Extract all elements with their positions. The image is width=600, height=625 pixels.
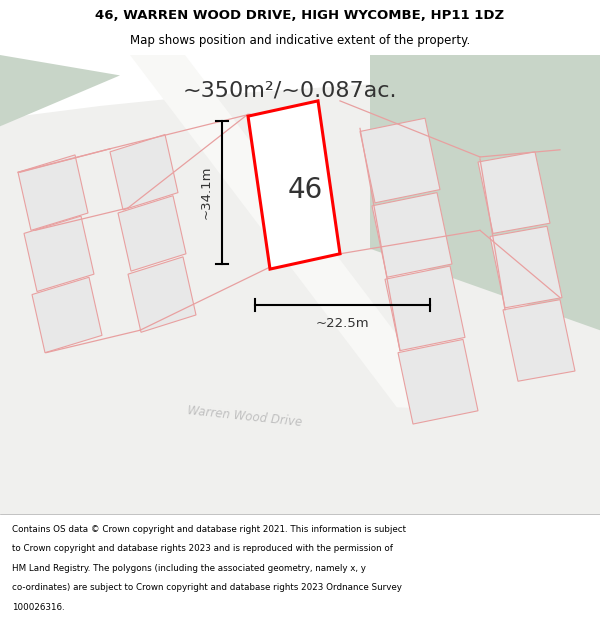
Text: ~22.5m: ~22.5m xyxy=(316,317,370,329)
Text: 100026316.: 100026316. xyxy=(12,602,65,612)
Polygon shape xyxy=(360,118,440,203)
Text: HM Land Registry. The polygons (including the associated geometry, namely x, y: HM Land Registry. The polygons (includin… xyxy=(12,564,366,572)
Text: ~34.1m: ~34.1m xyxy=(199,166,212,219)
Polygon shape xyxy=(0,55,120,126)
Polygon shape xyxy=(248,101,340,269)
Text: to Crown copyright and database rights 2023 and is reproduced with the permissio: to Crown copyright and database rights 2… xyxy=(12,544,393,553)
Polygon shape xyxy=(128,257,196,332)
Polygon shape xyxy=(0,76,600,514)
Text: Warren Wood Drive: Warren Wood Drive xyxy=(187,404,303,429)
Polygon shape xyxy=(372,192,452,278)
Text: 46: 46 xyxy=(287,176,323,204)
Text: Map shows position and indicative extent of the property.: Map shows position and indicative extent… xyxy=(130,34,470,48)
Polygon shape xyxy=(118,196,186,271)
Polygon shape xyxy=(24,216,94,291)
Text: 46, WARREN WOOD DRIVE, HIGH WYCOMBE, HP11 1DZ: 46, WARREN WOOD DRIVE, HIGH WYCOMBE, HP1… xyxy=(95,9,505,22)
Polygon shape xyxy=(398,339,478,424)
Polygon shape xyxy=(385,266,465,351)
Text: Contains OS data © Crown copyright and database right 2021. This information is : Contains OS data © Crown copyright and d… xyxy=(12,525,406,534)
Polygon shape xyxy=(0,394,600,514)
Polygon shape xyxy=(32,278,102,352)
Polygon shape xyxy=(18,155,88,231)
Polygon shape xyxy=(478,152,550,233)
Polygon shape xyxy=(110,134,178,210)
Polygon shape xyxy=(490,226,562,308)
Polygon shape xyxy=(262,126,330,251)
Text: ~350m²/~0.087ac.: ~350m²/~0.087ac. xyxy=(183,81,397,101)
Polygon shape xyxy=(503,299,575,381)
Polygon shape xyxy=(370,55,600,330)
Polygon shape xyxy=(130,55,490,458)
Text: co-ordinates) are subject to Crown copyright and database rights 2023 Ordnance S: co-ordinates) are subject to Crown copyr… xyxy=(12,583,402,592)
